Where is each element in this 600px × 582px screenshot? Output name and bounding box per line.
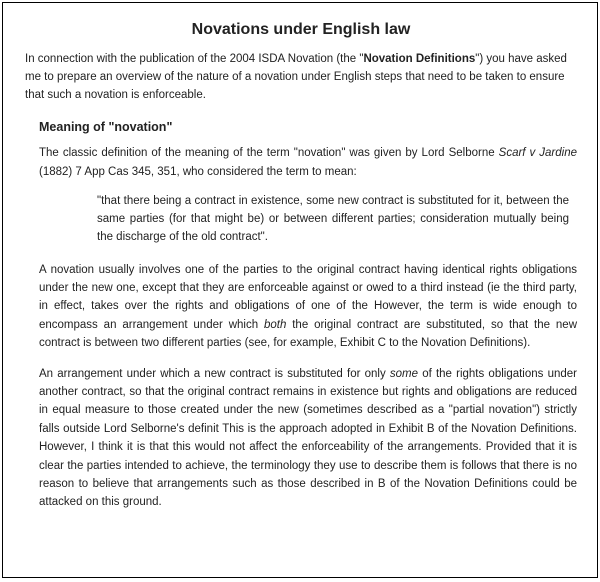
intro-bold-term: Novation Definitions — [363, 53, 475, 65]
document-page: Novations under English law In connectio… — [2, 2, 598, 578]
section-meaning: Meaning of "novation" The classic defini… — [25, 120, 577, 511]
p1-pre: The classic definition of the meaning of… — [39, 147, 499, 159]
explanation-paragraph-2: An arrangement under which a new contrac… — [39, 365, 577, 512]
p3-italic: some — [390, 368, 418, 380]
explanation-paragraph-1: A novation usually involves one of the p… — [39, 261, 577, 353]
section-heading: Meaning of "novation" — [39, 120, 577, 134]
p2-italic: both — [264, 319, 286, 331]
p3-post: of the rights obligations under another … — [39, 368, 577, 509]
intro-paragraph: In connection with the publication of th… — [25, 51, 577, 104]
page-title: Novations under English law — [25, 21, 577, 39]
definition-paragraph: The classic definition of the meaning of… — [39, 144, 577, 181]
p3-pre: An arrangement under which a new contrac… — [39, 368, 390, 380]
quote-block: "that there being a contract in existenc… — [97, 193, 577, 246]
case-citation: Scarf v Jardine — [499, 147, 577, 159]
intro-text-pre: In connection with the publication of th… — [25, 53, 363, 65]
p1-post: (1882) 7 App Cas 345, 351, who considere… — [39, 166, 357, 178]
